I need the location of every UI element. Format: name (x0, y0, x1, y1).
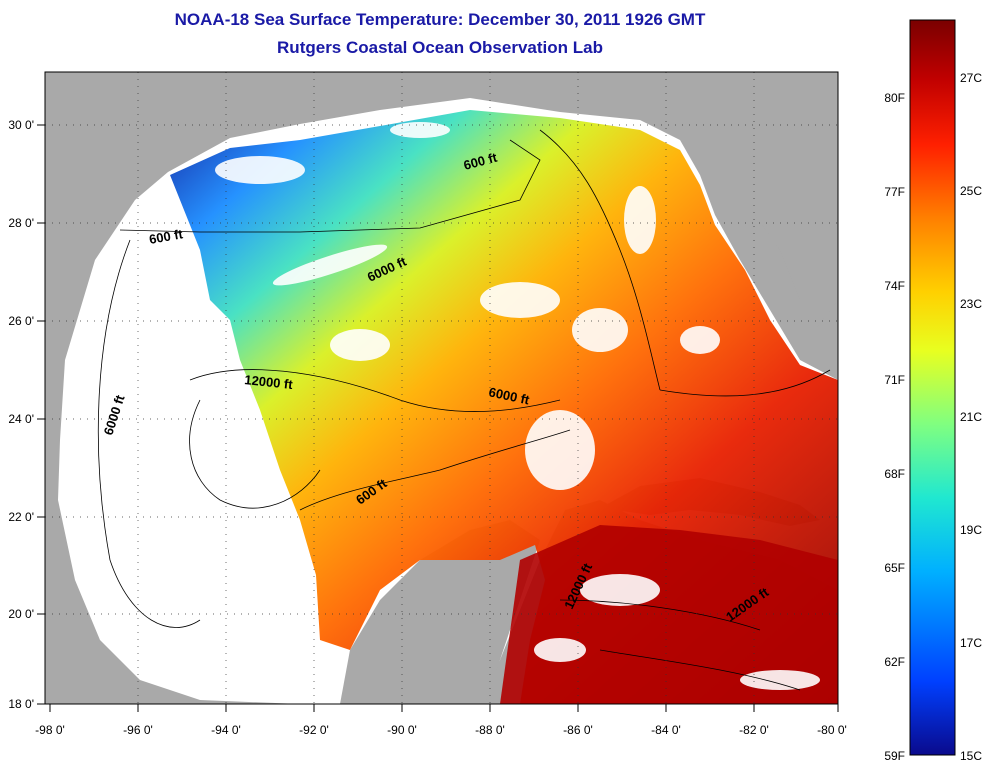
longitude-tick-label: -84 0' (651, 723, 681, 737)
colorbar-fahrenheit-labels: 80F 77F 74F 71F 68F 65F 62F 59F (884, 91, 905, 763)
fahrenheit-label: 68F (884, 467, 905, 481)
fahrenheit-label: 62F (884, 655, 905, 669)
celsius-label: 19C (960, 523, 982, 537)
longitude-tick-label: -96 0' (123, 723, 153, 737)
fahrenheit-label: 59F (884, 749, 905, 763)
celsius-label: 27C (960, 71, 982, 85)
map-frame (44, 71, 839, 705)
map-title: NOAA-18 Sea Surface Temperature: Decembe… (174, 10, 706, 29)
celsius-label: 21C (960, 410, 982, 424)
florida-land (700, 72, 838, 330)
latitude-tick-label: 20 0' (8, 607, 34, 621)
longitude-labels: -98 0' -96 0' -94 0' -92 0' -90 0' -88 0… (35, 723, 847, 737)
longitude-tick-label: -82 0' (739, 723, 769, 737)
fahrenheit-label: 71F (884, 373, 905, 387)
fahrenheit-label: 74F (884, 279, 905, 293)
temperature-colorbar (909, 19, 956, 756)
caribbean-warm-water (500, 525, 838, 704)
latitude-tick-label: 28 0' (8, 216, 34, 230)
latitude-tick-label: 22 0' (8, 510, 34, 524)
latitude-tick-label: 30 0' (8, 118, 34, 132)
axis-tick-marks (37, 124, 839, 712)
celsius-label: 25C (960, 184, 982, 198)
longitude-tick-label: -90 0' (387, 723, 417, 737)
contour-label: 12000 ft (244, 372, 294, 392)
longitude-tick-label: -80 0' (817, 723, 847, 737)
longitude-tick-label: -86 0' (563, 723, 593, 737)
lat-lon-grid (45, 72, 838, 704)
celsius-label: 23C (960, 297, 982, 311)
depth-contours (97, 129, 831, 691)
longitude-tick-label: -92 0' (299, 723, 329, 737)
latitude-tick-label: 18 0' (8, 697, 34, 711)
fahrenheit-label: 65F (884, 561, 905, 575)
longitude-tick-label: -98 0' (35, 723, 65, 737)
cloud-gaps (215, 122, 820, 690)
latitude-labels: 30 0' 28 0' 26 0' 24 0' 22 0' 20 0' 18 0… (8, 118, 34, 711)
yucatan-land (340, 520, 540, 704)
celsius-label: 17C (960, 636, 982, 650)
latitude-tick-label: 24 0' (8, 412, 34, 426)
longitude-tick-label: -88 0' (475, 723, 505, 737)
fahrenheit-label: 77F (884, 185, 905, 199)
map-subtitle: Rutgers Coastal Ocean Observation Lab (277, 38, 603, 57)
latitude-tick-label: 26 0' (8, 314, 34, 328)
colorbar-celsius-labels: 27C 25C 23C 21C 19C 17C 15C (960, 71, 982, 763)
longitude-tick-label: -94 0' (211, 723, 241, 737)
celsius-label: 15C (960, 749, 982, 763)
fahrenheit-label: 80F (884, 91, 905, 105)
contour-label: 600 ft (148, 226, 185, 247)
